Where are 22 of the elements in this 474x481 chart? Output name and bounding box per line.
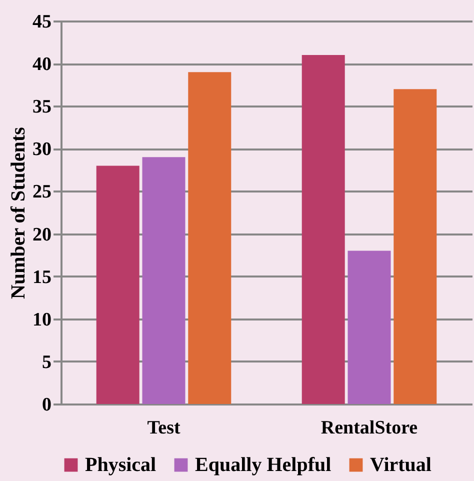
y-tick-label: 40	[32, 54, 52, 76]
y-tick-label: 30	[32, 139, 52, 160]
legend-label: Equally Helpful	[195, 454, 332, 476]
y-tick-label: 25	[32, 182, 52, 203]
y-tick-label: 45	[32, 12, 52, 32]
x-tick-label: RentalStore	[320, 418, 418, 438]
y-axis-title: Number of Students	[8, 126, 30, 299]
x-tick-label: Test	[147, 418, 181, 438]
bar	[348, 250, 391, 404]
bar	[394, 89, 437, 404]
y-tick-label: 15	[32, 266, 52, 288]
y-tick-label: 0	[42, 394, 52, 416]
legend-label: Physical	[85, 454, 157, 476]
bar	[302, 55, 345, 404]
y-tick-label: 5	[42, 352, 52, 373]
bar	[142, 157, 186, 404]
y-tick-label: 35	[32, 96, 52, 118]
bar	[188, 72, 232, 404]
y-tick-label: 10	[32, 309, 52, 330]
bar	[96, 166, 140, 404]
y-tick-label: 20	[32, 224, 52, 246]
legend-label: Virtual	[370, 454, 432, 476]
